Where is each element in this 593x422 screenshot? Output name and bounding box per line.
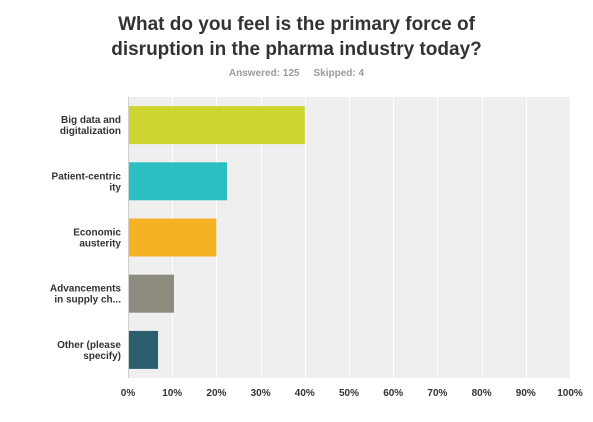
bar [128, 106, 305, 145]
category-label: digitalization [60, 126, 121, 137]
x-tick-label: 60% [383, 388, 403, 399]
x-tick-label: 80% [472, 388, 492, 399]
bar [128, 218, 217, 257]
bar [128, 162, 228, 201]
x-tick-label: 100% [557, 388, 583, 399]
bar [128, 330, 159, 369]
chart-title-line-2: disruption in the pharma industry today? [111, 39, 482, 60]
answered-count: Answered: 125 [228, 68, 300, 79]
category-label: Big data and [61, 115, 121, 126]
x-tick-label: 20% [206, 388, 226, 399]
category-label: Other (please [57, 340, 121, 351]
category-label: Economic [73, 228, 121, 239]
skipped-count: Skipped: 4 [313, 68, 365, 79]
chart-title: What do you feel is the primary force of… [0, 12, 593, 62]
x-tick-label: 50% [339, 388, 359, 399]
x-tick-label: 40% [295, 388, 315, 399]
chart-title-line-1: What do you feel is the primary force of [118, 14, 475, 35]
response-stats: Answered: 125 Skipped: 4 [0, 68, 593, 79]
x-tick-label: 10% [162, 388, 182, 399]
bar [128, 274, 174, 313]
x-tick-label: 30% [251, 388, 271, 399]
x-tick-label: 70% [427, 388, 447, 399]
category-label: in supply ch... [54, 295, 121, 306]
category-label: specify) [83, 351, 121, 362]
x-tick-label: 0% [121, 388, 136, 399]
x-tick-label: 90% [516, 388, 536, 399]
category-label: ity [109, 182, 121, 193]
category-label: Advancements [50, 284, 122, 295]
category-label: austerity [79, 239, 121, 250]
category-label: Patient-centric [52, 171, 122, 182]
